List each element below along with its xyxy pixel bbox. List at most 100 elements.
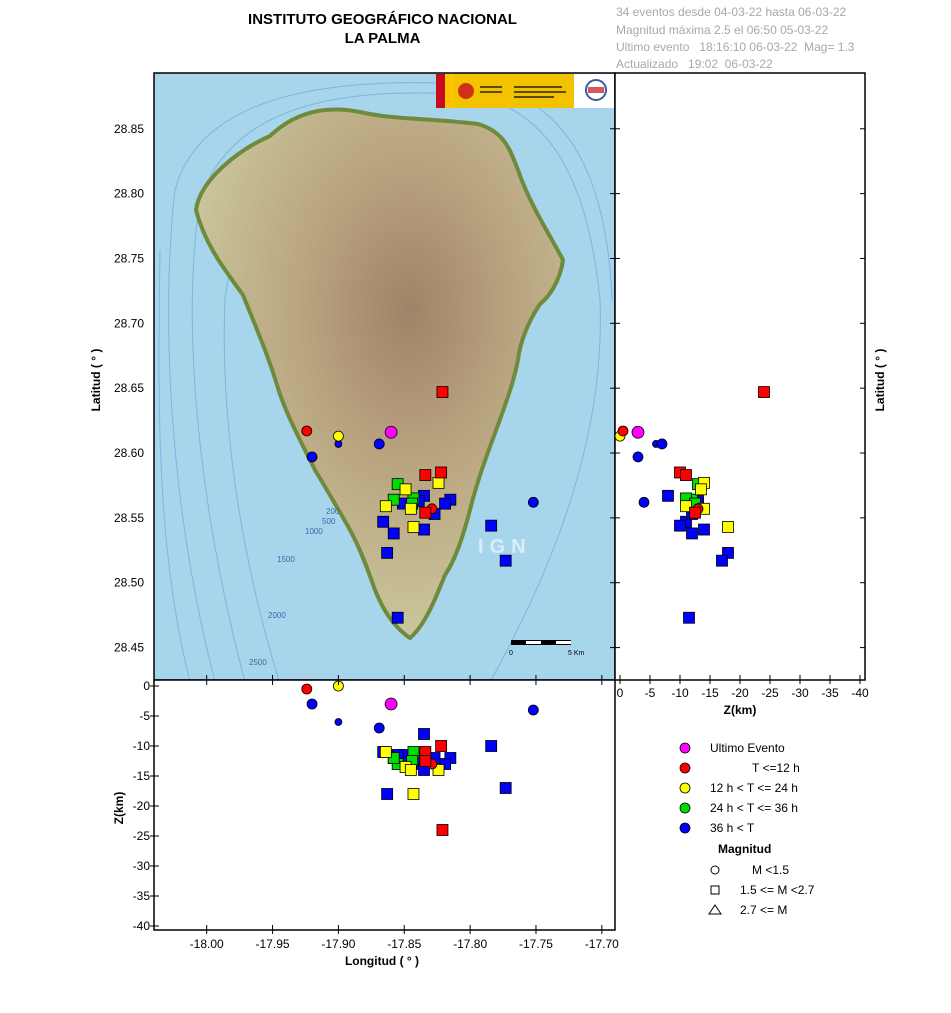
lat-tick-label: 28.60 <box>114 446 144 460</box>
event-marker-depth-lon <box>432 764 445 776</box>
ylabel-latitude-right: Latitud ( ° ) <box>873 349 887 412</box>
event-marker-depth-lon <box>407 788 420 800</box>
depth-tick-label-bottom: -5 <box>139 709 150 723</box>
latitude-axis-right <box>860 128 865 649</box>
chart-subtitle: LA PALMA <box>344 30 421 47</box>
lat-tick-label: 28.85 <box>114 122 144 136</box>
event-marker-depth-lat <box>674 519 686 532</box>
event-marker-depth-lat <box>656 438 668 450</box>
depth-tick-label-bottom: -15 <box>133 769 151 783</box>
ylabel-depth-bottom: Z(km) <box>112 792 126 825</box>
legend: Ultimo Evento T <=12 h 12 h < T <= 24 h 24 … <box>679 741 815 917</box>
depth-tick-label-side: -15 <box>701 686 719 700</box>
depth-lat-events <box>614 386 770 624</box>
event-marker-depth-lat <box>695 483 707 496</box>
event-marker-map <box>306 451 318 463</box>
event-marker-depth-lon <box>404 764 417 776</box>
bathy-label-200: 200 <box>326 507 340 516</box>
event-marker-map <box>377 515 390 528</box>
legend-marker-last <box>679 742 691 754</box>
legend-marker-old <box>679 822 691 834</box>
lat-tick-label: 28.50 <box>114 576 144 590</box>
event-marker-depth-lat <box>638 496 650 508</box>
event-marker-depth-lat <box>680 469 692 481</box>
ign-watermark: IGN <box>478 536 532 558</box>
event-marker-depth-lat <box>716 554 728 567</box>
lat-tick-label: 28.65 <box>114 381 144 395</box>
event-marker-depth-lat <box>758 386 770 398</box>
lat-tick-label: 28.75 <box>114 251 144 265</box>
bathy-label-2000: 2000 <box>268 611 286 620</box>
event-marker-depth-lon <box>306 698 318 710</box>
legend-marker-t12 <box>679 762 691 774</box>
event-marker-map <box>435 466 448 479</box>
event-marker-depth-lon <box>301 683 313 695</box>
event-marker-depth-lon <box>527 704 539 716</box>
lon-tick-label: -17.70 <box>585 937 619 951</box>
scale-label-start: 0 <box>509 650 513 657</box>
event-marker-map <box>384 425 398 439</box>
event-marker-map <box>387 493 400 506</box>
lon-tick-label: -17.85 <box>387 937 421 951</box>
chart-title: INSTITUTO GEOGRÁFICO NACIONAL <box>248 11 517 28</box>
event-marker-depth-lat <box>722 521 734 533</box>
lon-tick-label: -17.80 <box>453 937 487 951</box>
depth-tick-label-bottom: -25 <box>133 829 151 843</box>
event-marker-depth-lat <box>683 611 695 624</box>
map-scale-bar: 0 5 Km <box>509 640 585 657</box>
event-marker-depth-lat <box>689 506 701 519</box>
info-max-magnitude: Magnitud máxima 2.5 el 06:50 05-03-22 <box>616 23 829 37</box>
lat-tick-label: 28.70 <box>114 316 144 330</box>
lon-tick-label: -17.90 <box>321 937 355 951</box>
lat-tick-label: 28.45 <box>114 641 144 655</box>
event-marker-depth-lat <box>722 546 734 559</box>
legend-label-t12: T <=12 h <box>752 761 800 775</box>
lat-tick-label: 28.55 <box>114 511 144 525</box>
event-marker-map <box>387 527 400 540</box>
bathy-label-1000: 1000 <box>305 527 323 536</box>
scale-label-end: 5 Km <box>568 650 585 657</box>
event-marker-depth-lon <box>334 718 343 726</box>
event-marker-depth-lat <box>680 500 692 513</box>
event-marker-depth-lat <box>632 451 644 463</box>
legend-magnitude-triangle <box>708 904 722 915</box>
island-terrain <box>193 107 566 641</box>
event-marker-map <box>419 506 432 519</box>
event-marker-depth-lon <box>373 722 385 734</box>
depth-tick-label-side: -20 <box>731 686 749 700</box>
depth-tick-label-side: -25 <box>761 686 779 700</box>
legend-magnitude-label-circle: M <1.5 <box>752 863 789 877</box>
depth-lon-frame <box>153 679 616 931</box>
depth-tick-label-side: -30 <box>791 686 809 700</box>
depth-tick-label-bottom: 0 <box>143 679 150 693</box>
event-marker-map <box>373 438 385 450</box>
info-updated: Actualizado 19:02 06-03-22 <box>616 57 773 71</box>
depth-tick-label-side: 0 <box>617 686 624 700</box>
depth-tick-label-bottom: -10 <box>133 739 151 753</box>
legend-magnitude-circle <box>710 865 720 875</box>
depth-axis-bottom: 0 -5 -10 -15 -20 -25 -30 -35 -40 <box>133 679 159 933</box>
lon-tick-label: -18.00 <box>190 937 224 951</box>
event-marker-depth-lon <box>499 782 512 794</box>
event-marker-depth-lon <box>387 752 400 764</box>
depth-tick-label-side: -10 <box>671 686 689 700</box>
event-marker-depth-lon <box>439 758 451 770</box>
lon-tick-label: -17.95 <box>256 937 290 951</box>
xlabel-longitude: Longitud ( ° ) <box>345 954 419 968</box>
legend-magnitude-title: Magnitud <box>718 842 771 856</box>
event-marker-map <box>407 521 420 533</box>
legend-magnitude-label-triangle: 2.7 <= M <box>740 903 787 917</box>
ign-logo <box>436 74 614 108</box>
lat-tick-label: 28.80 <box>114 187 144 201</box>
depth-tick-label-side: -5 <box>645 686 656 700</box>
bathy-label-1500: 1500 <box>277 555 295 564</box>
depth-axis-side: 0 -5 -10 -15 -20 -25 -30 -35 -40 <box>617 675 869 700</box>
event-marker-depth-lat <box>617 425 629 437</box>
bathymetry-labels: 200 500 1000 1500 2000 2500 <box>249 507 340 667</box>
depth-tick-label-side: -35 <box>821 686 839 700</box>
event-marker-map <box>404 502 417 515</box>
info-events-range: 34 eventos desde 04-03-22 hasta 06-03-22 <box>616 5 847 19</box>
depth-lon-events <box>301 680 539 836</box>
legend-magnitude-square <box>710 885 720 895</box>
